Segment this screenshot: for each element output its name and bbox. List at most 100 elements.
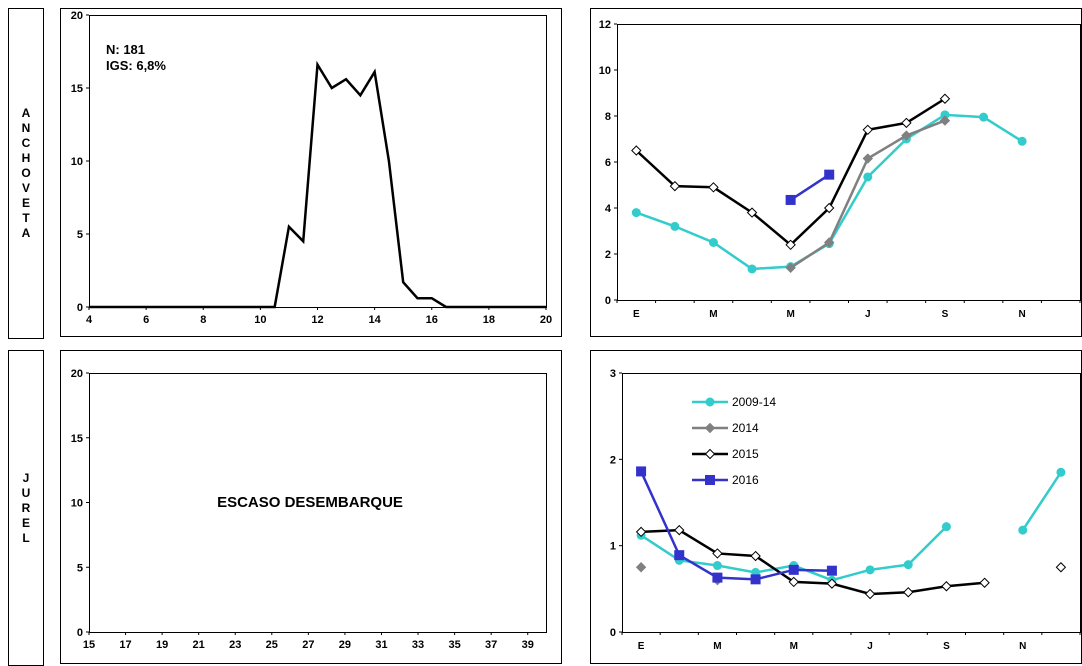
- jurel-igs-ytick-label: 3: [610, 368, 616, 380]
- anch-igs-point: [862, 153, 873, 164]
- jurel-length-xtick-label: 39: [522, 639, 534, 651]
- anch-igs-point: [746, 207, 758, 218]
- annotation-igs: IGS: 6,8%: [106, 58, 166, 73]
- anch-length-xtick-label: 6: [143, 314, 149, 326]
- jurel-igs-point: [903, 560, 913, 570]
- jurel-igs-series-line: [641, 528, 985, 596]
- anch-igs-point: [824, 237, 835, 248]
- jurel-igs-xtick-label: J: [867, 641, 873, 652]
- legend-swatch-marker: [705, 397, 715, 407]
- jurel-igs-ytick-label: 0: [610, 627, 616, 639]
- anch-igs-xtick-label: E: [633, 309, 640, 320]
- jurel-igs-point: [1018, 525, 1028, 535]
- legend-label: 2014: [732, 421, 759, 435]
- jurel-length-xtick-label: 15: [83, 639, 95, 651]
- anch-igs-point: [901, 117, 912, 129]
- anch-igs-series-2009-14: [631, 110, 1027, 274]
- anch-igs-point: [901, 130, 912, 141]
- jurel-igs-ytick-label: 1: [610, 541, 616, 553]
- jurel-igs-point: [826, 565, 837, 576]
- jurel-igs-frame: [590, 350, 1082, 664]
- jurel-igs-point: [712, 572, 723, 583]
- jurel-length-ytick-label: 20: [71, 368, 83, 380]
- anch-length-xtick-label: 12: [311, 314, 323, 326]
- legend-label: 2016: [732, 473, 759, 487]
- jurel-length-ytick-label: 15: [71, 433, 83, 445]
- anch-length-xtick-label: 16: [426, 314, 438, 326]
- legend-swatch-marker: [704, 448, 716, 460]
- anch-igs-point: [631, 145, 642, 156]
- jurel-igs-point: [1056, 467, 1066, 477]
- jurel-length-xtick-label: 35: [448, 639, 460, 651]
- anch-igs-point: [670, 221, 680, 231]
- anch-igs-point: [1017, 136, 1027, 146]
- row-label-jurel-text: JUREL: [19, 470, 33, 546]
- anch-igs-xtick-label: M: [786, 309, 794, 320]
- anch-length-xtick-label: 20: [540, 314, 552, 326]
- anch-igs-point: [708, 182, 719, 193]
- jurel-igs-xtick-label: M: [713, 641, 721, 652]
- jurel-igs-point: [712, 561, 722, 571]
- anch-igs-series-line: [789, 119, 946, 269]
- anch-length-xtick-label: 10: [254, 314, 266, 326]
- jurel-igs-point: [712, 548, 723, 559]
- anch-igs-point: [824, 202, 835, 214]
- jurel-igs-xtick-label: N: [1019, 641, 1026, 652]
- jurel-length-xtick-label: 37: [485, 639, 497, 651]
- legend-item-2014: 2014: [692, 421, 759, 435]
- jurel-igs-point: [941, 522, 951, 532]
- jurel-length-xtick-label: 31: [375, 639, 387, 651]
- anch-igs-ytick-label: 4: [605, 203, 612, 215]
- jurel-igs-point: [941, 581, 952, 592]
- jurel-length-ytick-label: 0: [77, 627, 83, 639]
- anch-length-xtick-label: 18: [483, 314, 495, 326]
- anch-length-ytick-label: 10: [71, 156, 83, 168]
- jurel-igs-point: [865, 565, 875, 575]
- jurel-igs-point: [864, 588, 876, 600]
- anch-igs-ytick-label: 6: [605, 157, 611, 169]
- jurel-igs-point: [903, 587, 914, 598]
- anch-length-ytick-label: 20: [71, 10, 83, 22]
- anch-igs-point: [939, 93, 951, 104]
- jurel-igs-series-line: [639, 470, 832, 581]
- jurel-igs-ytick-label: 2: [610, 454, 616, 466]
- jurel-length-plot-area: [89, 373, 547, 633]
- anch-igs-xtick-label: J: [865, 309, 871, 320]
- jurel-length-xtick-label: 33: [412, 639, 424, 651]
- annotation-escaso: ESCASO DESEMBARQUE: [217, 494, 403, 511]
- jurel-igs-point: [674, 550, 685, 561]
- jurel-igs-plot-area: [622, 373, 1081, 633]
- anch-igs-ytick-label: 10: [599, 65, 611, 77]
- legend-label: 2009-14: [732, 395, 776, 409]
- jurel-igs-series-2016: [636, 466, 837, 585]
- jurel-igs-xtick-label: M: [790, 641, 798, 652]
- anch-length-ytick-label: 15: [71, 83, 83, 95]
- anch-igs-series-line: [635, 97, 946, 247]
- row-label-anchoveta: ANCHOVETA: [8, 8, 44, 339]
- anch-igs-point: [824, 169, 835, 180]
- jurel-length-ytick-label: 10: [71, 498, 83, 510]
- anch-igs-plot-area: [617, 24, 1081, 301]
- legend-label: 2015: [732, 447, 759, 461]
- anch-length-series-line: [89, 60, 546, 309]
- jurel-igs-point: [1055, 562, 1067, 573]
- anch-igs-point: [747, 264, 757, 274]
- anch-length-xtick-label: 4: [86, 314, 93, 326]
- anch-igs-point: [785, 194, 796, 205]
- jurel-igs-point: [788, 564, 799, 575]
- anch-igs-point: [669, 180, 681, 192]
- jurel-igs-point: [826, 578, 838, 589]
- anch-igs-point: [631, 208, 641, 218]
- anch-igs-point: [708, 238, 718, 247]
- anch-igs-ytick-label: 8: [605, 111, 611, 123]
- anch-length-ytick-label: 0: [77, 302, 83, 314]
- anch-igs-series-2016: [785, 169, 835, 205]
- jurel-length-xtick-label: 23: [229, 639, 241, 651]
- anch-igs-point: [939, 115, 951, 126]
- legend-item-2015: 2015: [692, 447, 759, 461]
- anch-length-xtick-label: 14: [369, 314, 382, 326]
- jurel-igs-point: [788, 576, 799, 588]
- anch-igs-xtick-label: S: [942, 309, 949, 320]
- row-label-anchoveta-text: ANCHOVETA: [19, 106, 33, 241]
